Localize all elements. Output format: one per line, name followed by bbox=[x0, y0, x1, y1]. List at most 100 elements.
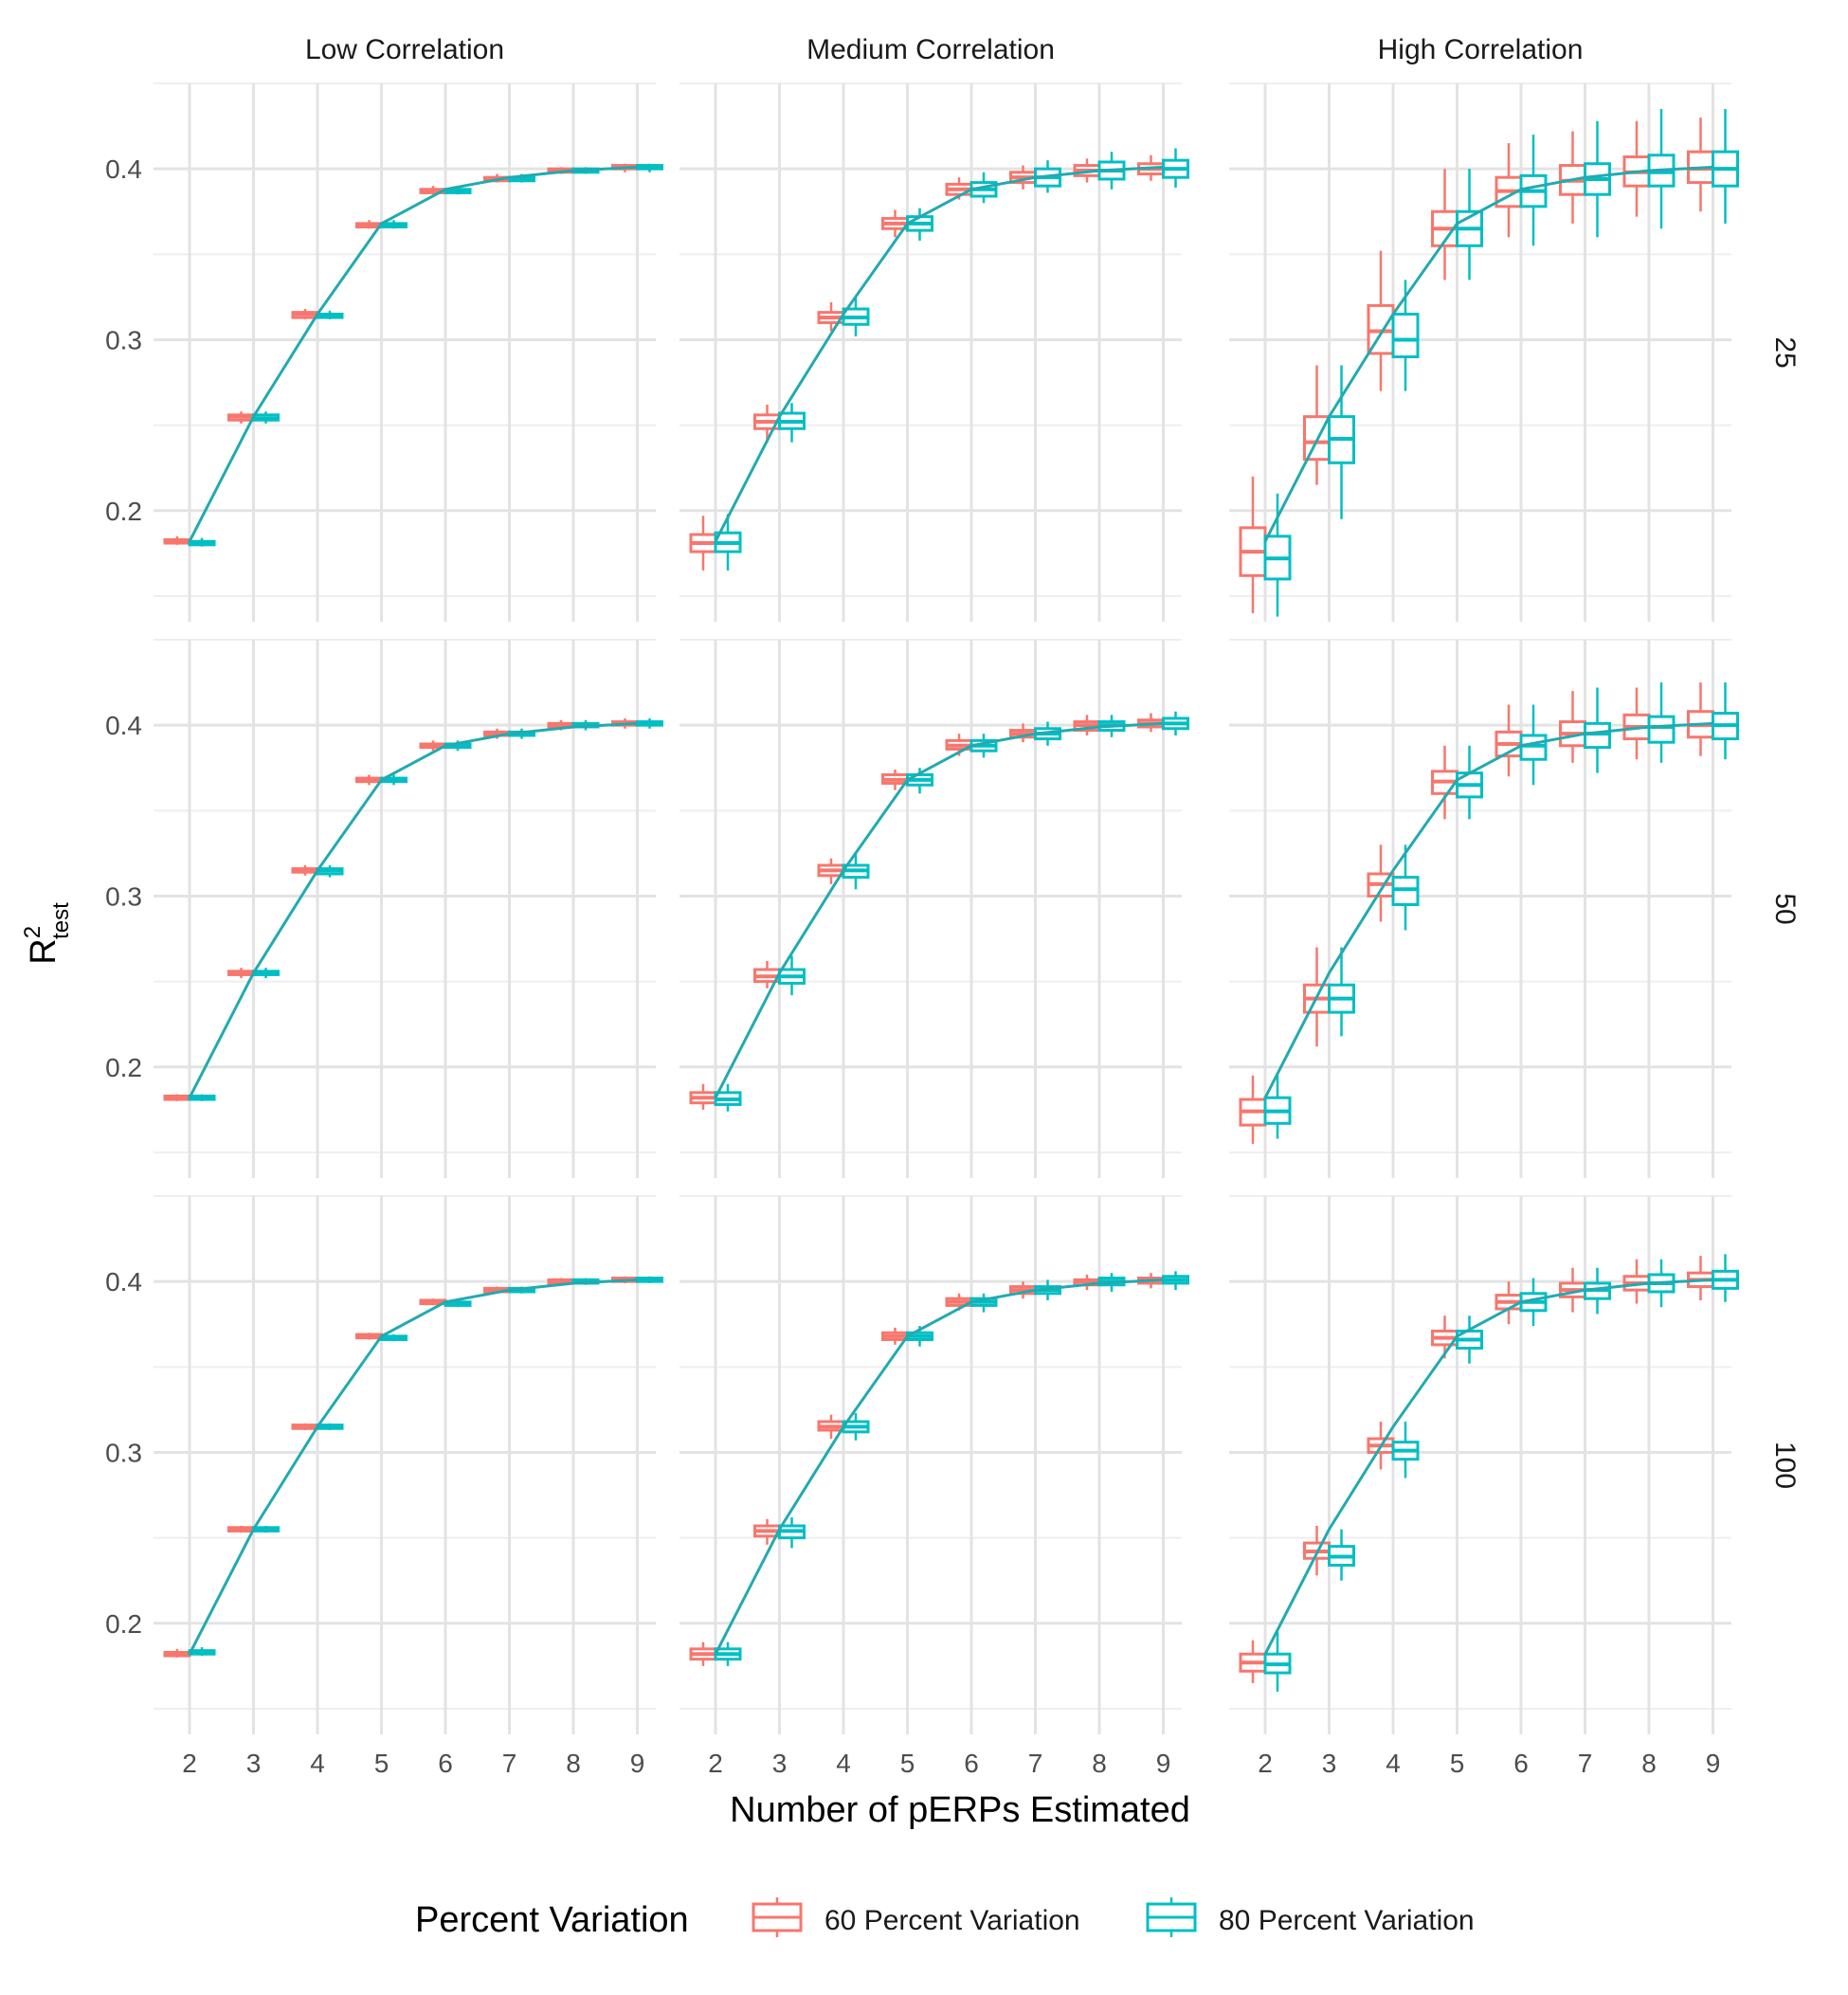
box-80-percent bbox=[1162, 1271, 1189, 1291]
box-60-percent bbox=[163, 1648, 191, 1658]
box-60-percent bbox=[291, 1423, 319, 1431]
box-60-percent bbox=[419, 1298, 447, 1306]
box-80-percent bbox=[842, 1413, 870, 1441]
box-80-percent bbox=[842, 853, 870, 890]
box-60-percent bbox=[817, 858, 845, 884]
x-tick-label: 2 bbox=[1258, 1749, 1273, 1778]
box-60-percent bbox=[163, 1094, 191, 1101]
legend-label-80-percent: 80 Percent Variation bbox=[1219, 1905, 1475, 1936]
box-80-percent bbox=[778, 403, 806, 443]
x-tick-label: 6 bbox=[438, 1749, 453, 1778]
box-60-percent bbox=[1687, 682, 1714, 756]
x-tick-label: 4 bbox=[1386, 1749, 1401, 1778]
box-60-percent bbox=[753, 1518, 781, 1545]
box-60-percent bbox=[1495, 704, 1523, 777]
x-tick-label: 9 bbox=[630, 1749, 645, 1778]
box-60-percent bbox=[689, 1083, 717, 1110]
box-80-percent bbox=[1456, 169, 1483, 281]
box-iqr bbox=[1391, 312, 1420, 359]
trend-line bbox=[714, 165, 1164, 542]
x-tick-label: 7 bbox=[1578, 1749, 1593, 1778]
box-80-percent bbox=[316, 1423, 344, 1431]
box-80-percent bbox=[1519, 704, 1548, 786]
y-axis-title: R2 test bbox=[20, 902, 74, 965]
box-80-percent bbox=[1328, 365, 1355, 519]
box-80-percent bbox=[252, 1526, 280, 1533]
legend: Percent Variation 60 Percent Variation 8… bbox=[415, 1897, 1475, 1940]
box-60-percent bbox=[1239, 476, 1267, 613]
y-tick-label: 0.3 bbox=[105, 881, 142, 911]
box-80-percent bbox=[1456, 1315, 1483, 1364]
box-80-percent bbox=[1712, 682, 1739, 760]
strip-label-row: 50 bbox=[1769, 893, 1801, 924]
x-tick-label: 4 bbox=[310, 1749, 325, 1778]
x-tick-label: 4 bbox=[836, 1749, 851, 1778]
legend-title: Percent Variation bbox=[415, 1900, 689, 1940]
box-60-percent bbox=[753, 960, 781, 988]
trend-line bbox=[1263, 721, 1713, 1098]
box-60-percent bbox=[1622, 687, 1651, 760]
legend-key-80-percent bbox=[1146, 1897, 1197, 1937]
legend-key-60-percent bbox=[752, 1897, 803, 1937]
x-tick-label: 9 bbox=[1706, 1749, 1721, 1778]
x-axis-title: Number of pERPs Estimated bbox=[730, 1790, 1190, 1830]
box-80-percent bbox=[636, 1276, 663, 1283]
box-iqr bbox=[1647, 715, 1676, 744]
x-tick-label: 7 bbox=[1028, 1749, 1043, 1778]
box-60-percent bbox=[227, 1526, 255, 1533]
box-80-percent bbox=[1162, 711, 1189, 735]
box-80-percent bbox=[714, 1083, 742, 1112]
box-80-percent bbox=[1162, 148, 1189, 188]
x-tick-label: 5 bbox=[900, 1749, 915, 1778]
strip-label-row: 25 bbox=[1769, 336, 1801, 368]
strip-label-column: Low Correlation bbox=[305, 34, 504, 65]
box-60-percent bbox=[689, 516, 717, 571]
box-60-percent bbox=[1559, 691, 1586, 763]
box-60-percent bbox=[1622, 1259, 1651, 1304]
x-tick-label: 8 bbox=[1641, 1749, 1657, 1778]
box-80-percent bbox=[1712, 109, 1739, 224]
trend-line bbox=[188, 1278, 638, 1655]
trend-line bbox=[714, 1278, 1164, 1655]
box-80-percent bbox=[1328, 947, 1355, 1037]
x-tick-label: 8 bbox=[1092, 1749, 1107, 1778]
trend-line bbox=[1263, 1278, 1713, 1655]
box-80-percent bbox=[778, 955, 806, 996]
x-tick-label: 6 bbox=[964, 1749, 979, 1778]
box-80-percent bbox=[188, 537, 216, 547]
x-tick-label: 6 bbox=[1513, 1749, 1529, 1778]
strip-label-column: Medium Correlation bbox=[806, 34, 1055, 65]
box-80-percent bbox=[842, 297, 870, 336]
y-tick-label: 0.3 bbox=[105, 1438, 142, 1467]
box-60-percent bbox=[419, 740, 447, 752]
box-80-percent bbox=[380, 774, 408, 786]
x-tick-label: 2 bbox=[182, 1749, 197, 1778]
box-80-percent bbox=[1263, 1631, 1292, 1692]
y-tick-label: 0.4 bbox=[105, 711, 142, 740]
box-60-percent bbox=[1367, 844, 1395, 922]
y-tick-label: 0.4 bbox=[105, 1267, 142, 1297]
box-60-percent bbox=[355, 1333, 383, 1340]
strip-label-column: High Correlation bbox=[1378, 34, 1584, 65]
x-tick-label: 2 bbox=[708, 1749, 723, 1778]
trend-line bbox=[1263, 165, 1713, 542]
x-tick-label: 3 bbox=[1322, 1749, 1337, 1778]
legend-label-60-percent: 60 Percent Variation bbox=[824, 1905, 1080, 1936]
box-60-percent bbox=[1239, 1640, 1267, 1683]
box-60-percent bbox=[227, 968, 255, 979]
box-80-percent bbox=[714, 514, 742, 571]
y-axis-title-main: R bbox=[24, 938, 63, 964]
trend-line bbox=[188, 721, 638, 1098]
box-80-percent bbox=[1263, 1075, 1292, 1139]
box-60-percent bbox=[1622, 120, 1651, 217]
strip-label-row: 100 bbox=[1769, 1442, 1801, 1489]
box-60-percent bbox=[1073, 715, 1101, 735]
box-80-percent bbox=[316, 310, 344, 319]
box-60-percent bbox=[1687, 1256, 1714, 1300]
y-axis-title-sub: test bbox=[48, 902, 74, 939]
x-tick-label: 3 bbox=[246, 1749, 262, 1778]
y-tick-label: 0.2 bbox=[105, 497, 142, 526]
x-tick-label: 8 bbox=[566, 1749, 581, 1778]
box-60-percent bbox=[1239, 1075, 1267, 1144]
